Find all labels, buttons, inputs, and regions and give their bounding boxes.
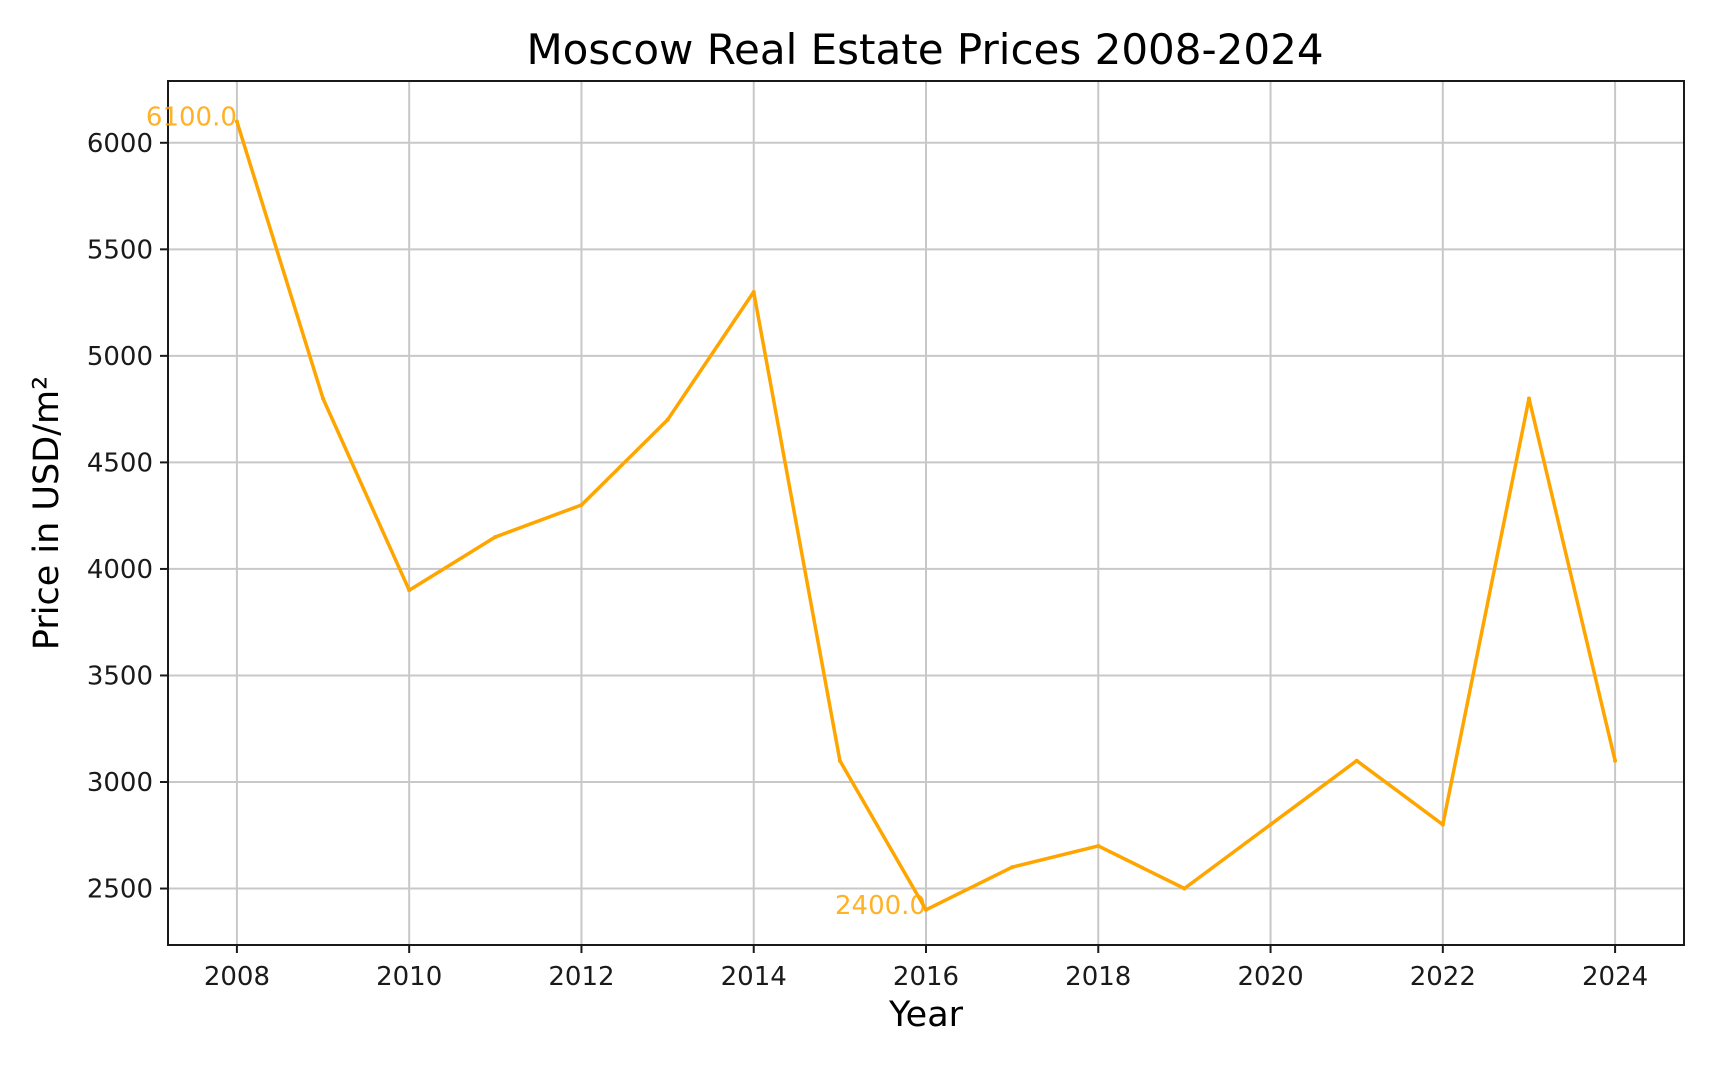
x-tick-label: 2012 <box>548 962 614 992</box>
y-tick-label: 2500 <box>87 875 153 905</box>
x-tick-label: 2020 <box>1237 962 1303 992</box>
data-point <box>1268 822 1273 827</box>
grid-lines <box>168 81 1684 945</box>
data-point <box>1613 758 1618 763</box>
data-point <box>751 289 756 294</box>
data-point <box>1526 396 1531 401</box>
data-point <box>1010 865 1015 870</box>
y-tick-label: 3500 <box>87 661 153 691</box>
data-point <box>837 758 842 763</box>
y-tick-label: 3000 <box>87 768 153 798</box>
data-point <box>321 396 326 401</box>
data-point <box>407 588 412 593</box>
x-tick-label: 2018 <box>1065 962 1131 992</box>
data-series <box>234 119 1618 912</box>
x-tick-label: 2014 <box>721 962 787 992</box>
y-tick-label: 4000 <box>87 555 153 585</box>
y-tick-label: 6000 <box>87 129 153 159</box>
x-tick-label: 2008 <box>204 962 270 992</box>
data-point <box>234 119 239 124</box>
data-point <box>1096 843 1101 848</box>
x-axis-label: Year <box>888 995 964 1035</box>
chart-title: Moscow Real Estate Prices 2008-2024 <box>526 25 1323 74</box>
data-label: 6100.0 <box>146 102 237 132</box>
data-point <box>665 417 670 422</box>
annotations: 6100.0 2400.0 <box>146 102 926 920</box>
data-label: 2400.0 <box>835 891 926 921</box>
data-point <box>1182 886 1187 891</box>
y-tick-label: 5500 <box>87 235 153 265</box>
y-tick-label: 5000 <box>87 342 153 372</box>
y-axis-label: Price in USD/m² <box>27 376 67 650</box>
data-point <box>493 534 498 539</box>
axis-ticks: 2008 2010 2012 2014 2016 2018 2020 2022 2024 2500… <box>87 129 1648 992</box>
data-point <box>924 907 928 912</box>
x-tick-label: 2024 <box>1582 962 1648 992</box>
data-point <box>1354 758 1359 763</box>
x-tick-label: 2016 <box>893 962 959 992</box>
data-point <box>1440 822 1445 827</box>
x-tick-label: 2022 <box>1410 962 1476 992</box>
x-tick-label: 2010 <box>376 962 442 992</box>
data-point <box>579 503 584 508</box>
y-tick-label: 4500 <box>87 448 153 478</box>
